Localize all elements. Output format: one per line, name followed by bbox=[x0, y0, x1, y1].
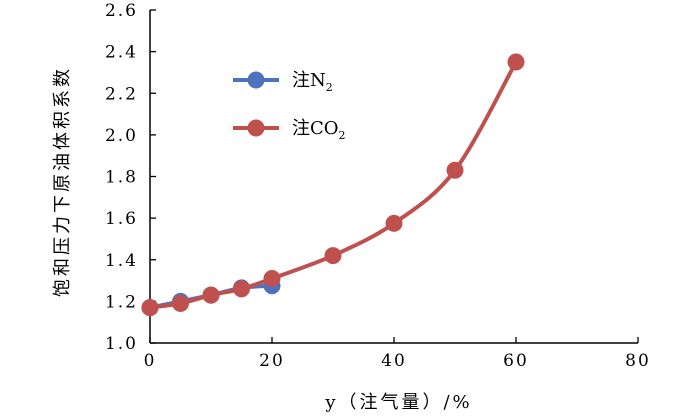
x-tick-label: 20 bbox=[259, 351, 285, 371]
y-tick-label: 1.6 bbox=[105, 209, 138, 229]
legend-label-main: 注CO bbox=[292, 118, 339, 139]
y-tick-label: 2.4 bbox=[105, 43, 138, 63]
y-axis-title: 饱和压力下原油体积系数 bbox=[52, 66, 73, 297]
data-point bbox=[324, 247, 342, 265]
data-point bbox=[446, 161, 464, 179]
legend-item-0: 注N2 bbox=[233, 70, 333, 94]
legend-item-1: 注CO2 bbox=[233, 118, 346, 142]
data-point bbox=[385, 214, 403, 232]
legend-label-subscript: 2 bbox=[339, 129, 346, 142]
y-tick-label: 2.0 bbox=[105, 126, 138, 146]
data-point bbox=[263, 269, 281, 287]
legend-marker bbox=[247, 71, 265, 89]
data-point bbox=[202, 286, 220, 304]
data-point bbox=[233, 280, 250, 298]
x-tick-label: 40 bbox=[381, 351, 407, 371]
legend-label: 注N2 bbox=[292, 70, 333, 94]
x-tick-label: 80 bbox=[625, 351, 651, 371]
x-axis-title: y（注气量）/% bbox=[324, 392, 472, 413]
legend-label: 注CO2 bbox=[292, 118, 346, 142]
x-tick-label: 60 bbox=[503, 351, 529, 371]
x-tick-label: 0 bbox=[144, 351, 157, 371]
series-line bbox=[148, 60, 518, 310]
legend-label-main: 注N bbox=[292, 70, 326, 91]
data-point bbox=[172, 294, 189, 312]
y-tick-label: 2.6 bbox=[105, 1, 138, 21]
data-point bbox=[507, 53, 525, 71]
legend-marker bbox=[247, 119, 265, 137]
y-tick-label: 1.8 bbox=[105, 168, 138, 188]
legend-label-subscript: 2 bbox=[326, 81, 333, 94]
y-tick-label: 1.0 bbox=[105, 334, 138, 354]
data-point bbox=[141, 299, 159, 317]
y-tick-label: 1.2 bbox=[105, 292, 138, 312]
series-1 bbox=[141, 53, 525, 317]
y-tick-label: 2.2 bbox=[105, 84, 138, 104]
y-tick-label: 1.4 bbox=[105, 251, 138, 271]
